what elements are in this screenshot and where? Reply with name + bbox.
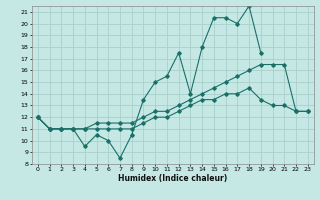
X-axis label: Humidex (Indice chaleur): Humidex (Indice chaleur) [118, 174, 228, 183]
